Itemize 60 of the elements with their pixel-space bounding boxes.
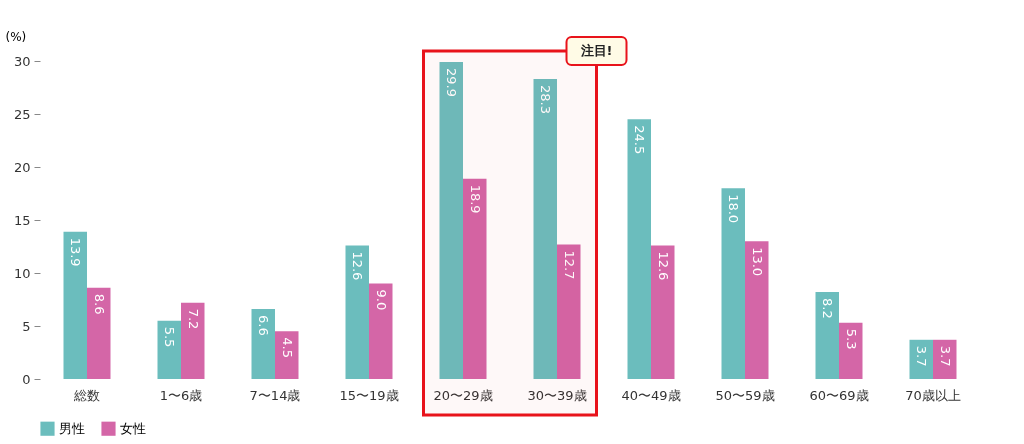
data-label: 12.6 xyxy=(350,251,366,281)
bar xyxy=(533,79,557,379)
bar xyxy=(63,231,87,379)
y-tick-label: 15 xyxy=(13,212,31,228)
data-label: 8.2 xyxy=(820,298,836,319)
x-tick-label: 総数 xyxy=(73,387,100,403)
x-tick-label: 7〜14歳 xyxy=(249,387,301,403)
data-label: 5.5 xyxy=(162,326,178,348)
bar xyxy=(87,287,111,379)
bar xyxy=(721,188,745,379)
x-tick-label: 60〜69歳 xyxy=(809,387,869,403)
bar xyxy=(745,241,769,379)
data-label: 12.7 xyxy=(561,250,577,280)
bar xyxy=(369,283,393,379)
data-label: 3.7 xyxy=(914,345,930,367)
data-label: 13.9 xyxy=(68,237,84,267)
x-tick-label: 50〜59歳 xyxy=(715,387,775,403)
x-tick-label: 30〜39歳 xyxy=(527,387,587,403)
data-label: 18.9 xyxy=(467,184,483,214)
data-label: 29.9 xyxy=(444,68,460,98)
data-label: 4.5 xyxy=(279,337,295,358)
x-tick-label: 20〜29歳 xyxy=(433,387,493,403)
bar xyxy=(815,292,839,379)
bar xyxy=(557,244,581,379)
y-tick-label: 0 xyxy=(22,371,31,387)
bar xyxy=(275,331,299,379)
bar xyxy=(839,322,863,379)
data-label: 3.7 xyxy=(937,345,953,367)
bar xyxy=(181,302,205,379)
y-axis-title: (%) xyxy=(5,29,27,44)
bar xyxy=(157,320,181,379)
x-tick-label: 40〜49歳 xyxy=(621,387,681,403)
data-label: 5.3 xyxy=(843,328,859,350)
data-label: 9.0 xyxy=(373,289,389,311)
bar xyxy=(933,339,957,379)
x-tick-label: 15〜19歳 xyxy=(339,387,399,403)
data-label: 13.0 xyxy=(749,247,765,277)
data-label: 18.0 xyxy=(726,194,742,224)
x-tick-label: 70歳以上 xyxy=(905,387,961,403)
data-label: 6.6 xyxy=(256,315,272,336)
legend-label: 女性 xyxy=(120,420,146,436)
data-label: 24.5 xyxy=(632,125,648,155)
y-tick-label: 5 xyxy=(22,318,31,334)
data-label: 12.6 xyxy=(655,251,671,281)
x-tick-label: 1〜6歳 xyxy=(159,387,203,403)
bar xyxy=(251,309,275,379)
bar xyxy=(345,245,369,379)
y-tick-label: 25 xyxy=(13,106,31,122)
data-label: 7.2 xyxy=(185,308,201,330)
y-tick-label: 20 xyxy=(13,159,31,175)
band-label: 注目! xyxy=(579,43,613,58)
bar xyxy=(651,245,675,379)
bar xyxy=(439,62,463,379)
legend-label: 男性 xyxy=(59,420,85,436)
data-label: 8.6 xyxy=(91,293,107,315)
y-tick-label: 30 xyxy=(13,53,31,69)
data-label: 28.3 xyxy=(538,85,554,114)
bar xyxy=(627,119,651,379)
bar xyxy=(463,178,487,379)
y-tick-label: 10 xyxy=(13,265,31,281)
